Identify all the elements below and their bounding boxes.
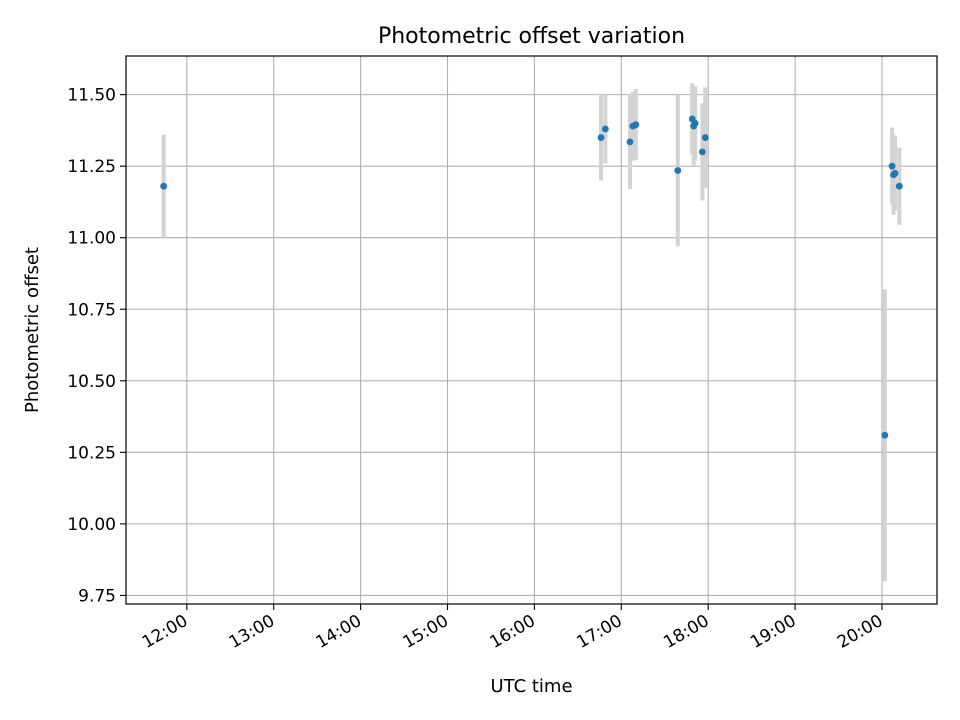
data-point [626, 138, 634, 146]
plot-frame [125, 55, 938, 605]
data-point [674, 167, 682, 174]
y-axis-title: Photometric offset [22, 247, 43, 413]
data-point [881, 431, 889, 439]
data-point [160, 182, 168, 190]
data-point [891, 169, 899, 177]
y-tick-label: 10.50 [67, 372, 116, 392]
data-point [597, 134, 605, 141]
y-tick-label: 11.25 [67, 157, 116, 177]
y-tick-label: 10.25 [67, 443, 116, 463]
data-point [701, 134, 709, 141]
chart-title: Photometric offset variation [378, 24, 685, 49]
y-tick-label: 9.75 [78, 586, 116, 606]
data-point [698, 148, 706, 156]
point-layer [160, 115, 903, 439]
data-point [888, 162, 896, 170]
grid-layer [126, 56, 937, 604]
x-axis-title: UTC time [490, 676, 572, 697]
data-point [601, 125, 609, 133]
y-tick-label: 11.50 [67, 86, 116, 106]
data-point [895, 182, 903, 190]
y-tick-label: 10.00 [67, 515, 116, 535]
data-point [632, 121, 640, 129]
y-tick-label: 10.75 [67, 300, 116, 320]
y-tick-label: 11.00 [67, 229, 116, 249]
data-point [691, 119, 699, 127]
